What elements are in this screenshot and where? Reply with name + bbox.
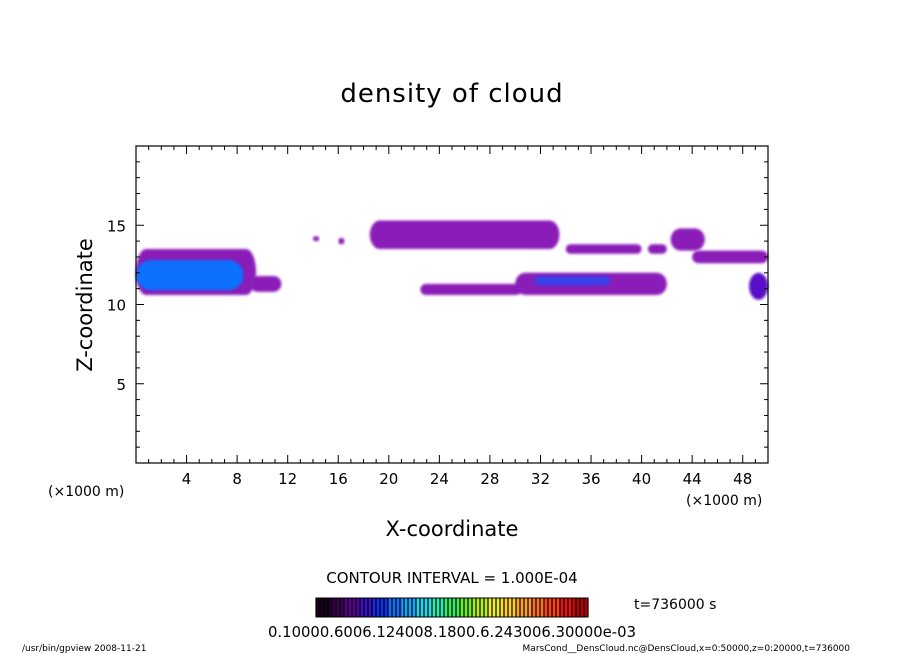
- contour-interval-text: CONTOUR INTERVAL = 1.000E-04: [326, 569, 577, 587]
- x-tick-label: 48: [733, 470, 752, 488]
- x-unit-left: (×1000 m): [48, 484, 124, 500]
- cloud-region: [692, 250, 768, 264]
- colorbar-segment: [459, 598, 474, 617]
- x-tick-label: 28: [480, 470, 499, 488]
- cloud-region: [420, 283, 522, 295]
- cloud-region: [670, 228, 705, 251]
- footer-right: MarsCond__DensCloud.nc@DensCloud,x=0:500…: [523, 644, 851, 654]
- cloud-region: [338, 237, 345, 245]
- x-tick-label: 20: [379, 470, 398, 488]
- colorbar-segment: [387, 598, 403, 617]
- colorbar-segment: [358, 598, 374, 617]
- chart-title: density of cloud: [340, 79, 563, 109]
- x-tick-label: 44: [683, 470, 702, 488]
- x-tick-label: 36: [581, 470, 600, 488]
- x-unit-right: (×1000 m): [686, 493, 762, 509]
- colorbar-segment: [330, 598, 346, 617]
- colorbar-segment: [502, 598, 517, 617]
- colorbar-segment: [573, 598, 589, 617]
- cloud-region: [249, 275, 282, 292]
- x-tick-label: 24: [430, 470, 449, 488]
- x-tick-label: 12: [278, 470, 297, 488]
- cloud-region: [312, 236, 320, 242]
- x-tick-label: 32: [531, 470, 550, 488]
- footer-left: /usr/bin/gpview 2008-11-21: [22, 644, 146, 654]
- cloud-core: [136, 260, 244, 291]
- cloud-core: [534, 275, 610, 286]
- colorbar-segment: [530, 598, 546, 617]
- x-axis-ticks: 4 8 12 16 20 24 28 32 36 40 44 48: [148, 146, 756, 488]
- cloud-region: [369, 220, 560, 250]
- cloud-region: [749, 272, 768, 300]
- colorbar-segment: [430, 598, 446, 617]
- colorbar: [315, 598, 589, 617]
- x-tick-label: 4: [182, 470, 192, 488]
- colorbar-segment: [559, 598, 575, 617]
- y-tick-label: 15: [107, 217, 126, 235]
- x-tick-label: 8: [232, 470, 242, 488]
- cloud-region: [565, 244, 642, 254]
- y-tick-label: 5: [116, 376, 126, 394]
- time-text: t=736000 s: [634, 597, 716, 613]
- x-tick-label: 16: [329, 470, 348, 488]
- cloud-region: [647, 244, 667, 254]
- x-axis-label: X-coordinate: [386, 517, 519, 541]
- y-axis-ticks: 5 10 15: [107, 161, 768, 448]
- colorbar-segment: [401, 598, 417, 617]
- plot-frame: [135, 145, 769, 464]
- y-tick-label: 10: [107, 297, 126, 315]
- colorbar-frame: [315, 597, 589, 618]
- colorbar-labels: 0.10000.6006.124008.1800.6.243006.30000e…: [268, 623, 636, 641]
- y-axis-label: Z-coordinate: [73, 238, 97, 372]
- x-tick-label: 40: [632, 470, 651, 488]
- cloud-layer: [136, 220, 768, 300]
